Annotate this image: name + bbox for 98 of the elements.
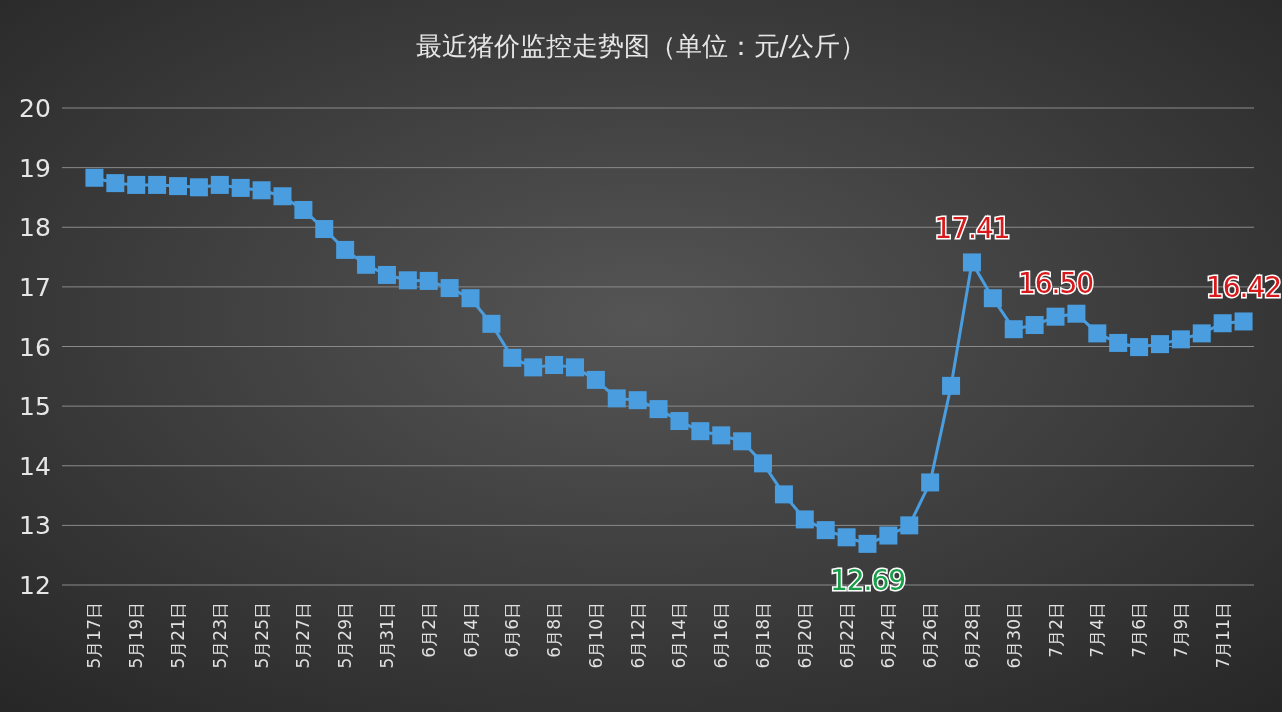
x-tick-label: 6月4日	[460, 602, 481, 658]
x-tick-label: 6月28日	[961, 602, 982, 669]
point	[440, 279, 459, 298]
y-tick-label: 13	[19, 511, 51, 541]
y-tick-label: 15	[19, 392, 51, 422]
point	[900, 516, 919, 535]
point	[503, 348, 522, 367]
point	[231, 178, 250, 197]
chart-title: 最近猪价监控走势图（单位：元/公斤）	[415, 31, 867, 61]
x-tick-label: 5月31日	[376, 602, 397, 669]
data-label: 12.69	[829, 563, 906, 597]
point	[942, 376, 961, 395]
point	[691, 422, 710, 441]
point	[1192, 324, 1211, 343]
point	[795, 510, 814, 529]
x-tick-label: 6月26日	[920, 602, 941, 669]
point	[524, 358, 543, 377]
x-tick-label: 6月10日	[585, 602, 606, 669]
point	[983, 289, 1002, 308]
y-tick-label: 12	[19, 571, 51, 600]
data-label: 17.41	[934, 212, 1010, 246]
point	[357, 255, 376, 274]
x-tick-label: 6月12日	[627, 602, 648, 669]
point	[962, 253, 981, 272]
x-tick-label: 5月27日	[293, 602, 314, 669]
y-tick-label: 20	[19, 94, 51, 123]
x-tick-label: 7月6日	[1129, 602, 1150, 658]
data-label: 16.42	[1205, 271, 1282, 305]
x-tick-label: 6月16日	[711, 602, 732, 669]
point	[774, 485, 793, 504]
point	[461, 289, 480, 308]
point	[545, 355, 564, 374]
data-label: 16.50	[1017, 266, 1094, 300]
point	[398, 271, 417, 290]
x-tick-label: 6月30日	[1003, 602, 1024, 669]
point	[1067, 304, 1086, 323]
point	[837, 528, 856, 547]
x-tick-label: 6月2日	[418, 602, 439, 658]
x-tick-label: 7月4日	[1087, 602, 1108, 658]
point	[607, 389, 626, 408]
point	[1130, 338, 1149, 357]
point	[252, 181, 271, 200]
y-tick-label: 19	[19, 153, 51, 183]
point	[1213, 314, 1232, 333]
point	[1150, 335, 1169, 354]
x-tick-label: 6月6日	[502, 602, 523, 658]
point	[586, 370, 605, 389]
point	[106, 174, 125, 193]
point	[1109, 333, 1128, 352]
x-tick-label: 6月8日	[544, 602, 565, 658]
point	[858, 534, 877, 553]
point	[377, 265, 396, 284]
point	[649, 400, 668, 419]
x-tick-label: 5月17日	[84, 602, 105, 669]
y-tick-label: 18	[19, 213, 51, 243]
point	[336, 240, 355, 259]
x-tick-label: 5月19日	[126, 602, 147, 669]
x-tick-label: 5月29日	[335, 602, 356, 669]
point	[1025, 316, 1044, 335]
point	[419, 271, 438, 290]
x-tick-label: 6月18日	[753, 602, 774, 669]
x-tick-label: 5月25日	[251, 602, 272, 669]
point	[879, 526, 898, 545]
point	[565, 358, 584, 377]
x-tick-label: 6月20日	[794, 602, 815, 669]
point	[1088, 324, 1107, 343]
point	[1004, 320, 1023, 339]
point	[482, 314, 501, 333]
point	[1046, 307, 1065, 326]
point	[315, 220, 334, 239]
x-tick-label: 7月2日	[1045, 602, 1066, 658]
x-tick-label: 6月24日	[878, 602, 899, 669]
y-tick-label: 16	[19, 332, 51, 362]
point	[1171, 330, 1190, 349]
point	[816, 521, 835, 540]
y-tick-label: 17	[19, 272, 51, 302]
point	[754, 454, 773, 473]
point	[85, 168, 104, 187]
point	[921, 473, 940, 492]
point	[628, 391, 647, 410]
point	[189, 178, 208, 197]
x-tick-label: 6月22日	[836, 602, 857, 669]
point	[1234, 312, 1253, 331]
point	[294, 200, 313, 219]
point	[148, 175, 167, 194]
x-tick-label: 7月11日	[1212, 602, 1233, 669]
point	[712, 426, 731, 445]
x-tick-label: 6月14日	[669, 602, 690, 669]
point	[670, 412, 689, 431]
point	[210, 175, 229, 194]
point	[733, 432, 752, 451]
x-tick-label: 7月9日	[1170, 602, 1191, 658]
point	[273, 187, 292, 206]
point	[169, 177, 188, 196]
y-tick-label: 14	[19, 451, 51, 481]
x-tick-label: 5月23日	[209, 602, 230, 669]
x-tick-label: 5月21日	[168, 602, 189, 669]
point	[127, 175, 146, 194]
